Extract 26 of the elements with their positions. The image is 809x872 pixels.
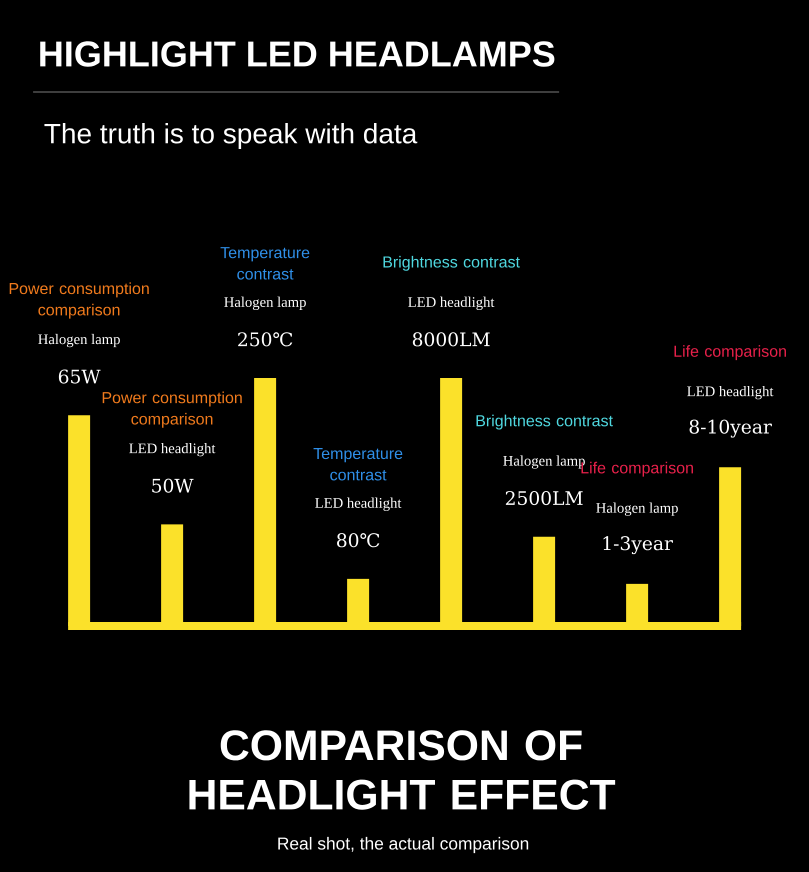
text: 250℃ xyxy=(238,332,292,346)
chart-title: HIGHLIGHT LED HEADLAMPS xyxy=(40,41,554,67)
text: LED headlight xyxy=(408,296,494,310)
annotation: Temperature contrast xyxy=(313,448,402,480)
text: COMPARISON OF HEADLIGHT EFFECT xyxy=(189,730,616,810)
text: Power consumption comparison xyxy=(10,282,149,319)
text: 8000LM xyxy=(412,332,490,346)
annotation: 50W xyxy=(152,478,194,493)
annotation: 65W xyxy=(58,369,100,384)
annotation: 2500LM xyxy=(506,490,583,506)
annotation: 1-3year xyxy=(603,536,673,554)
annotation: LED headlight xyxy=(129,443,216,456)
annotation: LED headlight xyxy=(315,498,402,511)
text: Temperature contrast xyxy=(220,247,310,280)
text: Life comparison xyxy=(674,345,786,360)
annotation: Power consumption comparison xyxy=(102,392,242,428)
text: Real shot, the actual comparison xyxy=(278,836,528,854)
annotation: Brightness contrast xyxy=(476,414,613,430)
text: Halogen lamp xyxy=(224,296,306,310)
annotation: 8-10year xyxy=(689,420,772,438)
annotation: LED headlight xyxy=(687,386,774,400)
text: Brightness contrast xyxy=(383,256,520,271)
text: Halogen lamp xyxy=(38,334,120,348)
annotation: Halogen lamp xyxy=(596,502,678,516)
annotation: 80℃ xyxy=(336,533,380,548)
chart-subtitle: The truth is to speak with data xyxy=(44,122,418,150)
